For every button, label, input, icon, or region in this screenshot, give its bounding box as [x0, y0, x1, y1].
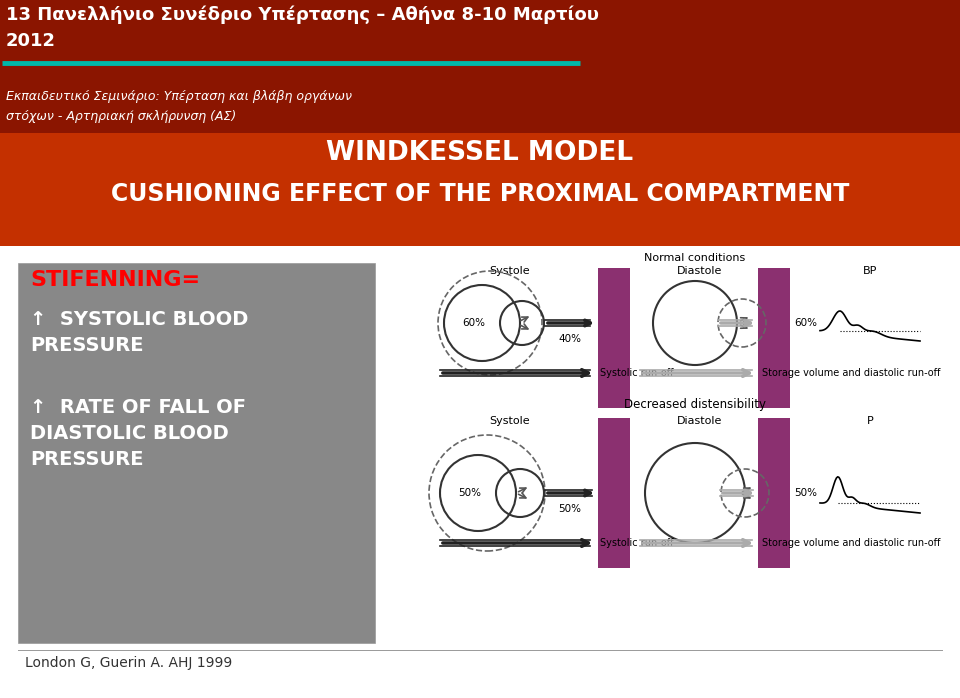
- Polygon shape: [758, 418, 790, 568]
- Text: DIASTOLIC BLOOD: DIASTOLIC BLOOD: [30, 424, 228, 443]
- Text: ↑  RATE OF FALL OF: ↑ RATE OF FALL OF: [30, 398, 246, 417]
- Text: PRESSURE: PRESSURE: [30, 450, 143, 469]
- Text: 13 Πανελλήνιο Συνέδριο Υπέρτασης – Αθήνα 8-10 Μαρτίου: 13 Πανελλήνιο Συνέδριο Υπέρτασης – Αθήνα…: [6, 6, 599, 24]
- Polygon shape: [758, 268, 790, 408]
- Text: Decreased distensibility: Decreased distensibility: [624, 398, 766, 411]
- Polygon shape: [0, 0, 960, 133]
- Text: 50%: 50%: [794, 488, 817, 498]
- Text: στόχων - Αρτηριακή σκλήρυνση (ΑΣ): στόχων - Αρτηριακή σκλήρυνση (ΑΣ): [6, 110, 236, 123]
- Text: 50%: 50%: [559, 504, 582, 514]
- Text: BP: BP: [863, 266, 877, 276]
- Text: Diastole: Diastole: [678, 266, 723, 276]
- Text: P: P: [867, 416, 874, 426]
- Text: 60%: 60%: [794, 318, 817, 328]
- Text: Diastole: Diastole: [678, 416, 723, 426]
- Text: WINDKESSEL MODEL: WINDKESSEL MODEL: [326, 140, 634, 166]
- Text: Systole: Systole: [490, 416, 530, 426]
- Polygon shape: [430, 248, 955, 643]
- Text: 50%: 50%: [459, 488, 482, 498]
- Text: 40%: 40%: [559, 334, 582, 344]
- Text: Systolic run-off: Systolic run-off: [600, 368, 674, 378]
- Text: Normal conditions: Normal conditions: [644, 253, 746, 263]
- Polygon shape: [18, 263, 375, 643]
- Text: Storage volume and diastolic run-off: Storage volume and diastolic run-off: [762, 368, 941, 378]
- Polygon shape: [0, 133, 960, 246]
- Text: London G, Guerin A. AHJ 1999: London G, Guerin A. AHJ 1999: [25, 656, 232, 670]
- Text: ↑  SYSTOLIC BLOOD: ↑ SYSTOLIC BLOOD: [30, 310, 249, 329]
- Text: CUSHIONING EFFECT OF THE PROXIMAL COMPARTMENT: CUSHIONING EFFECT OF THE PROXIMAL COMPAR…: [110, 182, 850, 206]
- Text: Storage volume and diastolic run-off: Storage volume and diastolic run-off: [762, 538, 941, 548]
- Polygon shape: [598, 418, 630, 568]
- Text: 2012: 2012: [6, 32, 56, 50]
- Text: 60%: 60%: [463, 318, 486, 328]
- Text: PRESSURE: PRESSURE: [30, 336, 143, 355]
- Text: Εκπαιδευτικό Σεμινάριο: Υπέρταση και βλάβη οργάνων: Εκπαιδευτικό Σεμινάριο: Υπέρταση και βλά…: [6, 90, 352, 103]
- Text: Systolic run-off: Systolic run-off: [600, 538, 674, 548]
- Polygon shape: [598, 268, 630, 408]
- Text: STIFENNING=: STIFENNING=: [30, 270, 200, 290]
- Text: Systole: Systole: [490, 266, 530, 276]
